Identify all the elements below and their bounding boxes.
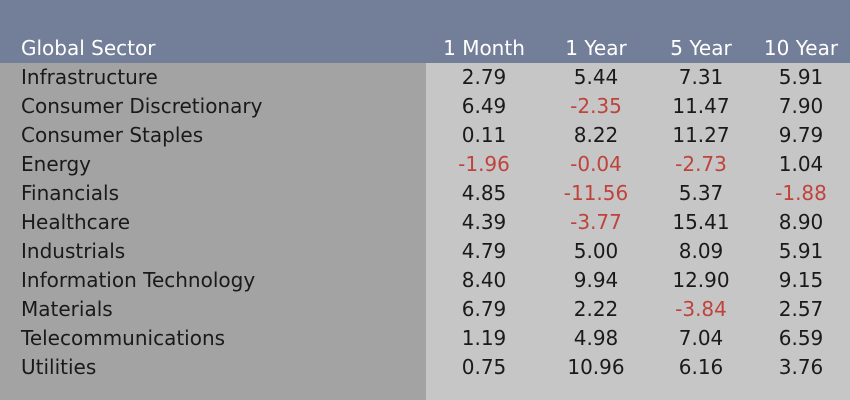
- one-year-cell: 5.00: [573, 239, 619, 263]
- one-year-cell: 9.94: [573, 268, 619, 292]
- header-1-year: 1 Year: [565, 36, 627, 60]
- one-year-cell: -2.35: [570, 94, 622, 118]
- five-year-cell: 12.90: [672, 268, 730, 292]
- one-month-cell: 4.85: [461, 181, 507, 205]
- one-month-cell: -1.96: [458, 152, 510, 176]
- one-year-cell: 2.22: [573, 297, 619, 321]
- five-year-cell: 15.41: [672, 210, 730, 234]
- one-month-cell: 1.19: [461, 326, 507, 350]
- sector-name-cell: Healthcare: [21, 210, 131, 234]
- sector-name-cell: Industrials: [21, 239, 126, 263]
- ten-year-cell: 1.04: [778, 152, 824, 176]
- sector-name-cell: Information Technology: [21, 268, 256, 292]
- five-year-cell: -2.73: [675, 152, 727, 176]
- ten-year-cell: 2.57: [778, 297, 824, 321]
- five-year-cell: 7.31: [678, 65, 724, 89]
- one-year-cell: -11.56: [563, 181, 629, 205]
- ten-year-cell: 9.79: [778, 123, 824, 147]
- sector-column-background: [0, 0, 426, 400]
- table-row: Healthcare 4.39 -3.77 15.41 8.90: [0, 208, 850, 237]
- table-row: Materials 6.79 2.22 -3.84 2.57: [0, 295, 850, 324]
- header-global-sector: Global Sector: [21, 36, 156, 60]
- one-month-cell: 0.75: [461, 355, 507, 379]
- sector-name-cell: Consumer Discretionary: [21, 94, 263, 118]
- five-year-cell: 7.04: [678, 326, 724, 350]
- sector-performance-table: Global Sector 1 Month 1 Year 5 Year 10 Y…: [0, 34, 850, 382]
- header-5-year: 5 Year: [670, 36, 732, 60]
- ten-year-cell: 3.76: [778, 355, 824, 379]
- one-year-cell: 10.96: [567, 355, 625, 379]
- sector-name-cell: Utilities: [21, 355, 97, 379]
- five-year-cell: 6.16: [678, 355, 724, 379]
- ten-year-cell: 9.15: [778, 268, 824, 292]
- table-row: Financials 4.85 -11.56 5.37 -1.88: [0, 179, 850, 208]
- five-year-cell: -3.84: [675, 297, 727, 321]
- table-row: Information Technology 8.40 9.94 12.90 9.15: [0, 266, 850, 295]
- one-month-cell: 4.79: [461, 239, 507, 263]
- header-10-year: 10 Year: [763, 36, 839, 60]
- ten-year-cell: 5.91: [778, 65, 824, 89]
- header-band: [0, 0, 850, 63]
- one-year-cell: -3.77: [570, 210, 622, 234]
- five-year-cell: 11.47: [672, 94, 730, 118]
- table-row: Energy -1.96 -0.04 -2.73 1.04: [0, 150, 850, 179]
- one-month-cell: 8.40: [461, 268, 507, 292]
- table-header: Global Sector 1 Month 1 Year 5 Year 10 Y…: [0, 34, 850, 63]
- one-year-cell: 4.98: [573, 326, 619, 350]
- table-body: Infrastructure 2.79 5.44 7.31 5.91 Consumer D…: [0, 63, 850, 382]
- table-row: Consumer Discretionary 6.49 -2.35 11.47 7.90: [0, 92, 850, 121]
- ten-year-cell: 8.90: [778, 210, 824, 234]
- ten-year-cell: 6.59: [778, 326, 824, 350]
- table-row: Telecommunications 1.19 4.98 7.04 6.59: [0, 324, 850, 353]
- five-year-cell: 11.27: [672, 123, 730, 147]
- one-month-cell: 4.39: [461, 210, 507, 234]
- sector-name-cell: Energy: [21, 152, 92, 176]
- ten-year-cell: 7.90: [778, 94, 824, 118]
- ten-year-cell: 5.91: [778, 239, 824, 263]
- sector-name-cell: Infrastructure: [21, 65, 158, 89]
- header-row: Global Sector 1 Month 1 Year 5 Year 10 Y…: [0, 34, 850, 63]
- one-month-cell: 2.79: [461, 65, 507, 89]
- sector-name-cell: Telecommunications: [21, 326, 226, 350]
- ten-year-cell: -1.88: [775, 181, 827, 205]
- five-year-cell: 5.37: [678, 181, 724, 205]
- table-row: Utilities 0.75 10.96 6.16 3.76: [0, 353, 850, 382]
- values-column-background: [426, 0, 850, 400]
- one-month-cell: 6.49: [461, 94, 507, 118]
- table-row: Consumer Staples 0.11 8.22 11.27 9.79: [0, 121, 850, 150]
- sector-name-cell: Materials: [21, 297, 113, 321]
- one-month-cell: 0.11: [461, 123, 507, 147]
- one-month-cell: 6.79: [461, 297, 507, 321]
- sector-name-cell: Financials: [21, 181, 119, 205]
- table-row: Industrials 4.79 5.00 8.09 5.91: [0, 237, 850, 266]
- five-year-cell: 8.09: [678, 239, 724, 263]
- sector-name-cell: Consumer Staples: [21, 123, 204, 147]
- header-1-month: 1 Month: [443, 36, 525, 60]
- one-year-cell: 5.44: [573, 65, 619, 89]
- one-year-cell: 8.22: [573, 123, 619, 147]
- table-row: Infrastructure 2.79 5.44 7.31 5.91: [0, 63, 850, 92]
- one-year-cell: -0.04: [570, 152, 622, 176]
